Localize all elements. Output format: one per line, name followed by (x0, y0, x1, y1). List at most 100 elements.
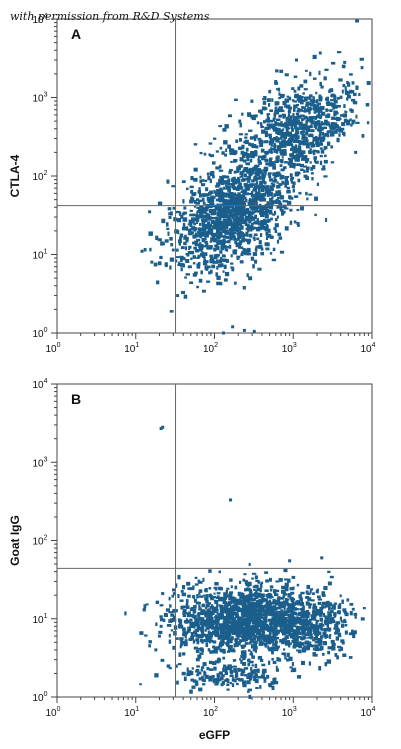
event-point (312, 54, 317, 60)
event-point (234, 240, 238, 244)
event-point (269, 126, 272, 129)
event-point (208, 271, 212, 275)
event-point (200, 270, 203, 275)
event-point (228, 596, 231, 601)
event-point (208, 678, 213, 682)
event-point (301, 133, 306, 139)
event-point (253, 137, 257, 142)
event-point (313, 111, 317, 114)
event-point (290, 610, 294, 615)
event-point (198, 193, 202, 198)
event-point (185, 618, 189, 622)
event-point (258, 613, 263, 617)
event-point (291, 575, 296, 579)
event-point (225, 613, 229, 618)
event-point (231, 612, 235, 617)
event-point (207, 200, 210, 203)
event-point (229, 148, 233, 153)
event-point (312, 140, 315, 144)
event-point (343, 618, 346, 622)
event-point (275, 632, 278, 637)
event-point (184, 621, 189, 624)
event-point (366, 121, 370, 125)
event-point (360, 617, 365, 621)
event-point (227, 601, 232, 606)
event-point (294, 612, 297, 615)
event-point (250, 154, 255, 159)
event-point (276, 145, 280, 148)
event-point (234, 638, 237, 642)
event-point (225, 225, 229, 229)
event-point (267, 188, 272, 192)
event-point (238, 235, 242, 239)
event-point (311, 176, 314, 181)
event-point (194, 619, 199, 624)
event-point (234, 197, 239, 200)
event-point (242, 208, 246, 212)
event-point (246, 252, 251, 256)
event-point (216, 616, 220, 621)
event-point (201, 244, 204, 249)
event-point (191, 231, 194, 235)
event-point (206, 197, 210, 201)
event-point (318, 642, 321, 647)
event-point (324, 662, 328, 667)
event-point (251, 601, 255, 606)
event-point (209, 223, 213, 227)
event-point (199, 205, 204, 209)
event-point (215, 615, 218, 618)
event-point (201, 603, 205, 608)
event-point (272, 117, 275, 122)
event-point (197, 254, 201, 259)
event-point (236, 637, 240, 640)
event-point (219, 281, 223, 286)
event-point (300, 591, 305, 595)
event-point (233, 667, 237, 671)
event-point (312, 605, 318, 610)
event-point (295, 607, 299, 611)
event-point (337, 645, 342, 648)
event-point (264, 623, 269, 627)
event-point (190, 189, 194, 194)
event-point (308, 134, 311, 138)
event-point (238, 240, 243, 244)
event-point (259, 207, 263, 211)
panel-letter: A (71, 26, 81, 42)
event-point (313, 123, 317, 128)
event-point (287, 120, 291, 124)
event-point (222, 180, 227, 183)
event-point (180, 267, 183, 272)
event-point (224, 668, 228, 673)
event-point (222, 224, 226, 229)
event-point (212, 640, 217, 644)
event-point (271, 601, 276, 605)
event-point (305, 121, 308, 126)
event-point (269, 185, 274, 189)
event-point (329, 125, 334, 130)
event-point (328, 602, 333, 606)
event-point (195, 198, 200, 202)
event-point (289, 173, 293, 178)
event-point (263, 181, 266, 184)
event-point (296, 583, 300, 587)
event-point (260, 598, 265, 603)
event-point (338, 133, 341, 137)
event-point (284, 629, 287, 634)
event-point (177, 574, 181, 580)
event-point (195, 623, 199, 626)
event-point (155, 600, 160, 604)
event-point (253, 616, 257, 620)
event-point (268, 160, 273, 166)
event-point (271, 657, 274, 661)
event-point (215, 198, 219, 202)
event-point (293, 165, 296, 169)
event-point (259, 233, 263, 238)
event-point (192, 221, 195, 224)
event-point (277, 620, 281, 625)
event-point (205, 243, 209, 246)
event-point (172, 592, 177, 596)
event-point (169, 604, 172, 608)
event-point (243, 632, 248, 635)
event-point (308, 116, 312, 120)
event-point (226, 214, 232, 218)
